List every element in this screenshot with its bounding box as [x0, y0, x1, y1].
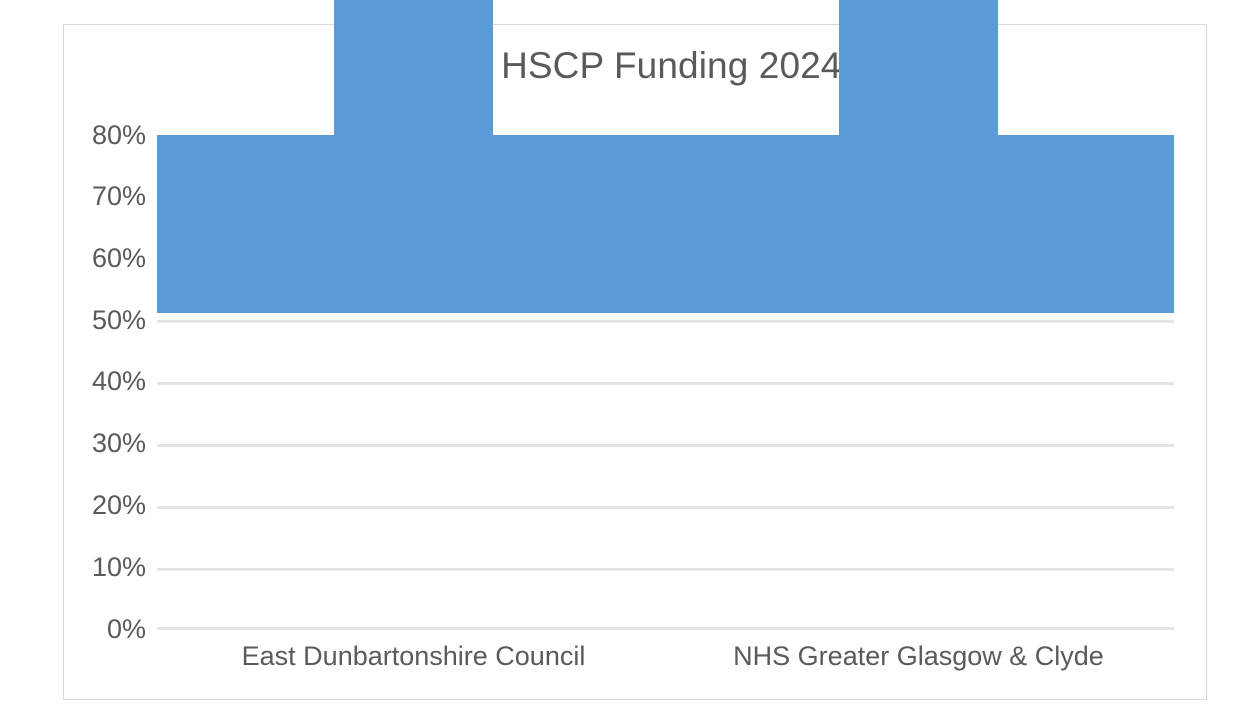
- y-axis-tick-label: 70%: [91, 181, 146, 211]
- bar-series: [157, 0, 1174, 313]
- y-axis-tick-label: 20%: [91, 490, 146, 520]
- y-axis-tick-label: 0%: [106, 614, 146, 644]
- gridline-0: [157, 627, 1174, 630]
- y-axis-tick-label: 80%: [91, 120, 146, 150]
- y-axis-tick-label: 40%: [91, 366, 146, 396]
- y-axis-labels: 80% 70% 60% 50% 40% 30% 20% 10% 0%: [64, 122, 146, 643]
- chart-title: Split of HSCP Funding 2024/25: [376, 45, 894, 86]
- gridline-30: [157, 444, 1174, 447]
- y-axis-tick-label: 30%: [91, 428, 146, 458]
- gridline-40: [157, 382, 1174, 385]
- y-axis-tick-label: 60%: [91, 243, 146, 273]
- chart-frame: Split of HSCP Funding 2024/25 80% 70% 60…: [63, 0, 1207, 700]
- gridline-10: [157, 568, 1174, 571]
- x-axis-labels: East Dunbartonshire Council NHS Greater …: [157, 639, 1174, 689]
- gridline-20: [157, 506, 1174, 509]
- bar-east-dunbartonshire-council[interactable]: [334, 0, 493, 310]
- y-axis-tick-label: 50%: [91, 305, 146, 335]
- y-axis-tick-label: 10%: [91, 552, 146, 582]
- x-axis-category-label: NHS Greater Glasgow & Clyde: [733, 641, 1104, 671]
- bar-nhs-greater-glasgow-and-clyde[interactable]: [839, 0, 998, 313]
- x-axis-category-label: East Dunbartonshire Council: [241, 641, 586, 671]
- gridline-50: [157, 320, 1174, 323]
